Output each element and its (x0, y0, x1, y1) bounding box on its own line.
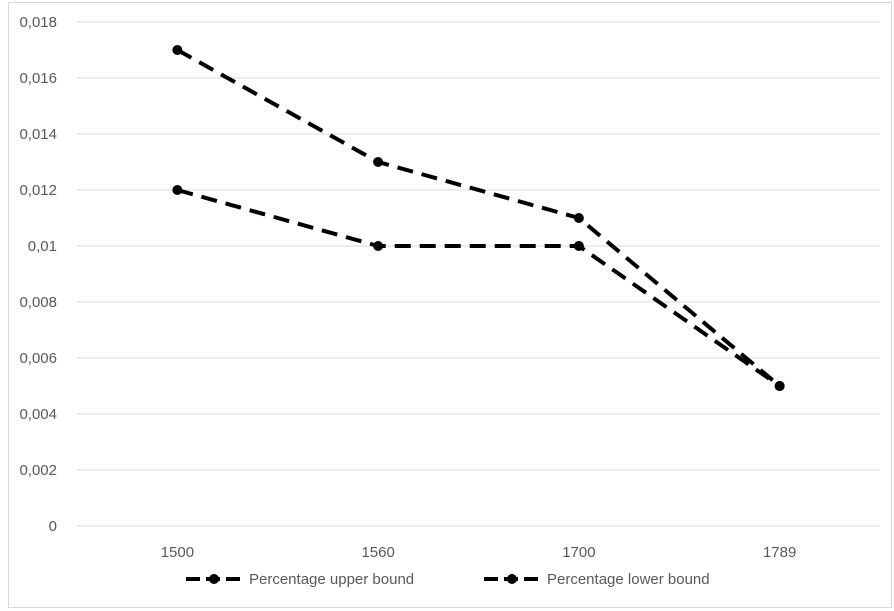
data-point (373, 241, 384, 251)
y-axis-tick-labels: 0 0,002 0,004 0,006 0,008 0,01 0,012 0,014 0,016… (19, 14, 57, 535)
y-tick-label: 0,008 (19, 294, 57, 311)
chart-frame (8, 2, 892, 608)
legend: Percentage upper bound Percentage lower b… (186, 571, 710, 588)
series-lines (172, 45, 785, 391)
data-point (774, 381, 785, 391)
x-tick-label: 1789 (763, 544, 796, 561)
legend-marker (209, 574, 219, 584)
x-tick-label: 1700 (562, 544, 595, 561)
y-tick-label: 0,002 (19, 462, 57, 479)
x-tick-label: 1500 (161, 544, 194, 561)
legend-label: Percentage upper bound (249, 571, 414, 588)
series-line-0 (176, 48, 781, 388)
data-point (373, 157, 384, 167)
x-axis-tick-labels: 1500 1560 1700 1789 (161, 544, 797, 561)
data-point (172, 185, 183, 195)
y-tick-label: 0 (49, 518, 57, 535)
y-tick-label: 0,016 (19, 70, 57, 87)
y-tick-label: 0,01 (28, 238, 57, 255)
x-tick-label: 1560 (361, 544, 394, 561)
y-tick-label: 0,004 (19, 406, 57, 423)
series-line-1 (176, 188, 781, 388)
y-tick-label: 0,014 (19, 126, 57, 143)
legend-marker (507, 574, 517, 584)
data-point (573, 213, 584, 223)
data-point (573, 241, 584, 251)
y-tick-label: 0,006 (19, 350, 57, 367)
gridlines (77, 21, 880, 527)
y-tick-label: 0,012 (19, 182, 57, 199)
y-tick-label: 0,018 (19, 14, 57, 31)
data-point (172, 45, 183, 55)
legend-label: Percentage lower bound (547, 571, 710, 588)
